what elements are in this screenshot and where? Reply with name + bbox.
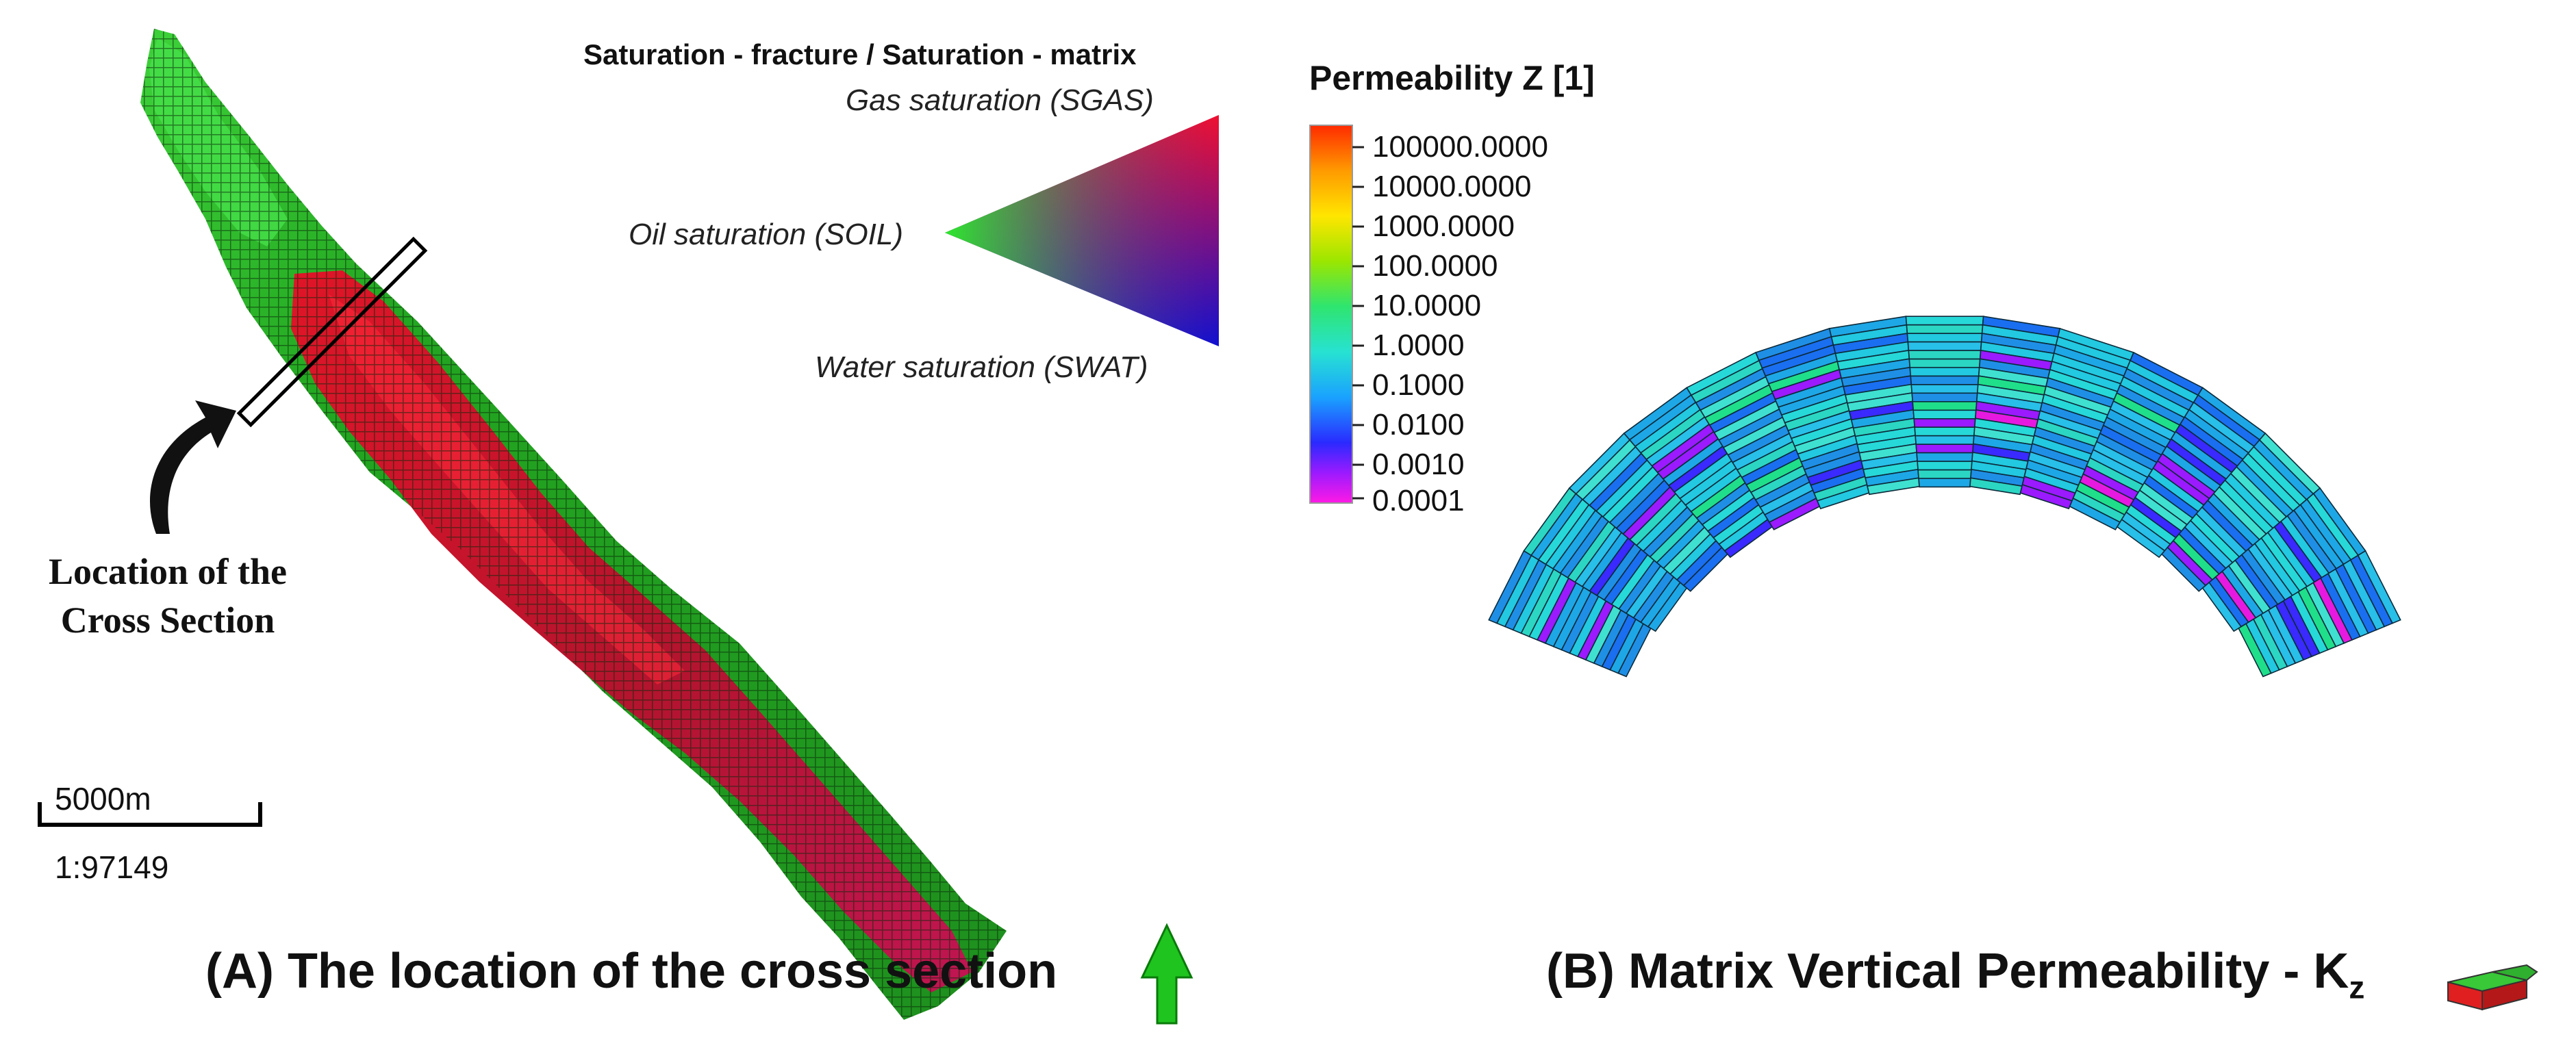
grid-cell — [1917, 461, 1973, 471]
perm-tick: 100.0000 — [1372, 249, 1498, 283]
grid-cell — [2161, 546, 2207, 592]
perm-tick: 10.0000 — [1372, 289, 1482, 322]
grid-cell — [2069, 497, 2121, 530]
grid-cell — [2116, 518, 2166, 559]
grid-cell — [1908, 350, 1982, 360]
grid-cell — [1907, 341, 1982, 351]
scale-label: 5000m — [55, 781, 151, 817]
grid-cell — [1906, 333, 1983, 343]
grid-cell — [1906, 324, 1984, 334]
ternary-title: Saturation - fracture / Saturation - mat… — [583, 38, 1137, 70]
grid-cell — [1917, 469, 1972, 479]
grid-cell — [1905, 316, 1984, 326]
grid-cell — [1912, 401, 1978, 411]
callout-arrow — [149, 400, 236, 534]
perm-tick: 1000.0000 — [1372, 209, 1515, 243]
grid-cell — [1911, 392, 1978, 402]
perm-tick: 10000.0000 — [1372, 170, 1532, 203]
callout-line-1: Location of the — [49, 551, 287, 592]
grid-cell — [2019, 484, 2073, 510]
orientation-cube-icon — [2447, 964, 2538, 1011]
grid-cell — [1913, 418, 1976, 428]
grid-cell — [1915, 435, 1975, 445]
anticline-cross-section — [1488, 316, 2401, 678]
grid-cell — [2238, 623, 2272, 678]
cross-section-marker — [236, 236, 428, 428]
permeability-title: Permeability Z [1] — [1309, 59, 1595, 97]
grid-cell — [1969, 477, 2023, 496]
reservoir-map — [140, 29, 1007, 1020]
grid-cell — [1909, 367, 1980, 377]
grid-cell — [1912, 409, 1977, 420]
perm-tick: 0.1000 — [1372, 368, 1465, 402]
caption-b: (B) Matrix Vertical Permeability - Kz — [1546, 943, 2364, 1005]
north-arrow-icon — [1140, 923, 1194, 1025]
caption-b-main: (B) Matrix Vertical Permeability - K — [1546, 944, 2349, 999]
permeability-colorbar — [1309, 125, 1364, 504]
callout-label: Location of the Cross Section — [21, 548, 315, 645]
gas-label: Gas saturation (SGAS) — [846, 84, 1154, 117]
caption-b-sub: z — [2349, 969, 2365, 1005]
grid-cell — [2201, 581, 2243, 632]
perm-tick: 0.0100 — [1372, 408, 1465, 441]
grid-cell — [1918, 478, 1971, 488]
scale-ratio: 1:97149 — [55, 849, 169, 885]
grid-cell — [1914, 426, 1975, 437]
perm-tick: 100000.0000 — [1372, 130, 1548, 164]
scale-bar — [38, 802, 262, 827]
perm-tick: 1.0000 — [1372, 329, 1465, 362]
water-label: Water saturation (SWAT) — [815, 350, 1148, 384]
grid-cell — [1910, 375, 1980, 385]
perm-tick: 0.0001 — [1372, 484, 1465, 517]
reservoir-grid-overlay — [140, 29, 1007, 1020]
grid-cell — [1916, 452, 1973, 462]
oil-label: Oil saturation (SOIL) — [629, 218, 904, 251]
ternary-triangle — [945, 115, 1219, 346]
perm-tick: 0.0010 — [1372, 448, 1465, 481]
grid-cell — [1910, 384, 1979, 394]
grid-cell — [1908, 358, 1981, 368]
grid-cell — [1915, 444, 1974, 454]
caption-a: (A) The location of the cross section — [205, 944, 1058, 999]
callout-line-2: Cross Section — [60, 600, 275, 641]
